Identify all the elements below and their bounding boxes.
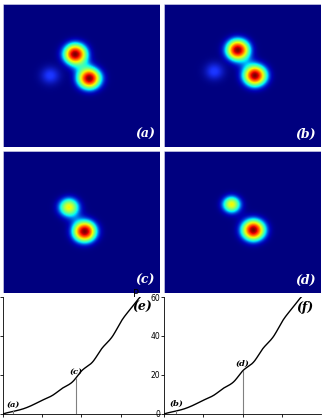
Text: (a): (a) [6,400,20,408]
Text: (e): (e) [132,301,152,314]
Text: (b): (b) [169,400,183,408]
Text: (b): (b) [295,128,316,141]
Text: (f): (f) [296,301,313,314]
Text: (c): (c) [69,367,82,375]
Text: (d): (d) [236,360,249,368]
Text: (c): (c) [135,274,155,287]
Y-axis label: P: P [133,289,139,299]
Text: (a): (a) [135,128,155,141]
Text: (d): (d) [295,274,316,287]
